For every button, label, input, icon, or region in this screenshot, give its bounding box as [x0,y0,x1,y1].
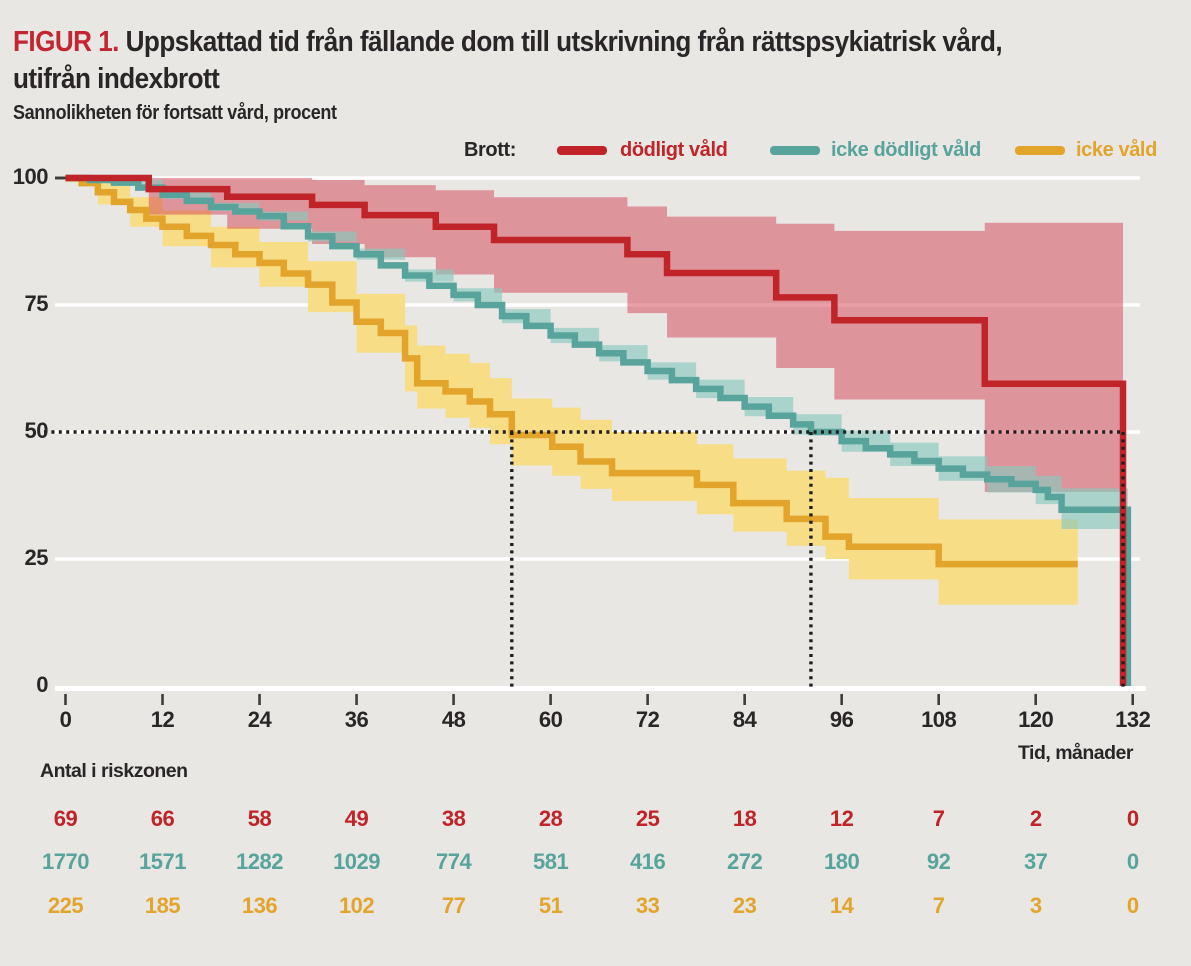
risk-count-row3-col6: 51 [538,893,563,918]
y-tick-100 [55,176,66,180]
x-tick-label-108: 108 [921,707,957,732]
risk-count-row1-col2: 66 [150,806,175,831]
risk-count-row2-col11: 37 [1023,849,1048,874]
risk-count-row3-col9: 14 [829,893,854,918]
x-tick-36 [355,694,358,705]
x-tick-48 [452,694,455,705]
risk-count-row3-col3: 136 [241,893,278,918]
gridline-25 [55,557,1140,561]
figure-number-label: FIGUR 1. [13,26,119,59]
x-tick-12 [161,694,164,705]
x-axis-title: Tid, månader [1017,742,1134,764]
survival-curve-3 [65,174,1078,568]
risk-count-row3-col12: 0 [1126,893,1139,918]
legend-label-dodligt-vald: dödligt våld [620,139,728,161]
gridline-100 [55,176,1140,180]
survival-curve-1 [65,174,1127,686]
risk-table-title: Antal i riskzonen [40,760,188,782]
x-tick-108 [937,694,940,705]
y-tick-label-50: 50 [24,418,49,443]
x-tick-60 [549,694,552,705]
risk-count-row2-col5: 774 [435,849,472,874]
x-tick-96 [840,694,843,705]
legend-swatch-dodligt-vald [557,146,607,155]
risk-count-row2-col7: 416 [630,849,666,874]
x-tick-label-120: 120 [1018,707,1054,732]
risk-count-row1-col7: 25 [635,806,660,831]
x-tick-label-84: 84 [732,707,757,732]
x-tick-label-24: 24 [247,707,272,732]
x-tick-84 [743,694,746,705]
risk-count-row3-col7: 33 [635,893,660,918]
y-tick-label-25: 25 [24,545,49,570]
risk-count-row2-col8: 272 [727,849,763,874]
y-axis-title: Sannolikheten för fortsatt vård, procent [13,102,337,124]
figure-title: FIGUR 1. Uppskattad tid från fällande do… [13,24,1003,98]
risk-count-row3-col8: 23 [732,893,757,918]
risk-count-row2-col10: 92 [926,849,951,874]
x-tick-label-48: 48 [441,707,466,732]
risk-count-row3-col10: 7 [932,893,945,918]
figure-title-line1: Uppskattad tid från fällande dom till ut… [125,26,1003,59]
x-tick-label-36: 36 [344,707,369,732]
y-tick-label-100: 100 [12,164,49,189]
risk-count-row2-col2: 1571 [139,849,186,874]
x-tick-24 [258,694,261,705]
x-tick-label-60: 60 [538,707,563,732]
x-tick-label-96: 96 [829,707,854,732]
risk-count-row1-col3: 58 [247,806,272,831]
x-tick-label-12: 12 [150,707,175,732]
risk-count-row2-col4: 1029 [333,849,381,874]
survival-curve-2 [65,174,1132,686]
risk-count-row3-col2: 185 [144,893,181,918]
risk-count-row1-col9: 12 [829,806,854,831]
confidence-band-1 [65,178,1124,492]
risk-count-row3-col4: 102 [338,893,375,918]
risk-count-row2-col9: 180 [824,849,860,874]
risk-count-row1-col5: 38 [441,806,466,831]
risk-count-row2-col6: 581 [532,849,569,874]
risk-count-row3-col1: 225 [47,893,84,918]
x-tick-label-132: 132 [1115,707,1151,732]
x-axis-baseline [55,686,1146,691]
y-tick-label-75: 75 [24,291,49,316]
risk-count-row2-col1: 1770 [42,849,89,874]
risk-count-row1-col4: 49 [344,806,369,831]
risk-count-row1-col12: 0 [1126,806,1139,831]
legend-swatch-icke-dodligt-vald [770,146,820,155]
risk-count-row2-col12: 0 [1126,849,1139,874]
risk-count-row1-col6: 28 [538,806,563,831]
risk-count-row3-col11: 3 [1029,893,1042,918]
legend-label-icke-vald: icke våld [1076,139,1157,161]
risk-count-row1-col10: 7 [932,806,945,831]
x-tick-120 [1034,694,1037,705]
legend-label-icke-dodligt-vald: icke dödligt våld [831,139,981,161]
x-tick-72 [646,694,649,705]
risk-count-row1-col1: 69 [53,806,78,831]
legend-swatch-icke-vald [1015,146,1065,155]
x-tick-label-0: 0 [59,707,72,732]
x-tick-132 [1131,694,1135,705]
gridline-75 [55,303,1140,307]
risk-count-row2-col3: 1282 [236,849,283,874]
y-tick-label-0: 0 [36,672,48,697]
x-tick-label-72: 72 [635,707,660,732]
risk-count-row3-col5: 77 [441,893,466,918]
x-tick-0 [64,694,67,705]
risk-count-row1-col11: 2 [1029,806,1042,831]
legend-title: Brott: [464,139,517,161]
figure-title-line2: utifrån indexbrott [13,63,220,96]
risk-count-row1-col8: 18 [732,806,757,831]
